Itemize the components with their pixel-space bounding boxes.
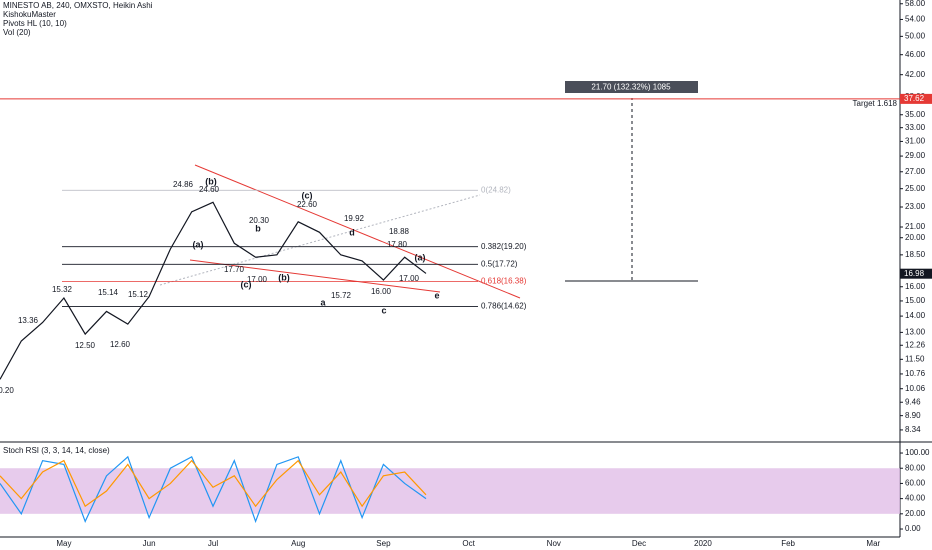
y-tick-label: 21.00 — [905, 222, 926, 231]
target-label: Target 1.618 — [853, 99, 898, 108]
y-tick-label: 54.00 — [905, 15, 926, 24]
annotation: 17.80 — [387, 240, 408, 249]
y-tick-label: 23.00 — [905, 202, 926, 211]
annotation: 24.86 — [173, 180, 194, 189]
target-price-box — [900, 93, 932, 104]
y-tick-label: 35.00 — [905, 110, 926, 119]
x-tick-label: 2020 — [694, 539, 712, 548]
annotation: (a) — [193, 239, 204, 249]
annotation: 24.60 — [199, 185, 220, 194]
target-price: 37.62 — [904, 94, 925, 103]
x-tick-label: Sep — [376, 539, 391, 548]
annotation: 15.12 — [128, 290, 149, 299]
y-tick-label: 58.00 — [905, 0, 926, 8]
x-tick-label: Feb — [781, 539, 795, 548]
fib-label: 0.382(19.20) — [481, 242, 527, 251]
indicator-label: Pivots HL (10, 10) — [3, 19, 67, 28]
annotation: 12.50 — [75, 341, 96, 350]
y-tick-label: 8.34 — [905, 425, 921, 434]
annotation: d — [349, 227, 355, 237]
y-tick-label: 14.00 — [905, 311, 926, 320]
fib-label: 0.618(16.38) — [481, 277, 527, 286]
annotation: 19.92 — [344, 214, 365, 223]
fib-label: 0.5(17.72) — [481, 259, 518, 268]
y-tick-label: 42.00 — [905, 70, 926, 79]
y-tick-label: 60.00 — [905, 479, 926, 488]
annotation: e — [434, 290, 439, 300]
x-tick-label: Oct — [462, 539, 475, 548]
y-tick-label: 29.00 — [905, 151, 926, 160]
y-tick-label: 100.00 — [905, 448, 930, 457]
x-tick-label: Mar — [866, 539, 880, 548]
y-tick-label: 10.76 — [905, 369, 926, 378]
y-tick-label: 50.00 — [905, 31, 926, 40]
last-price-box — [900, 268, 932, 279]
indicator-label: KishokuMaster — [3, 10, 56, 19]
trend-line — [159, 194, 481, 286]
annotation: a — [320, 297, 326, 307]
x-tick-label: Jun — [143, 539, 156, 548]
annotation: (b) — [205, 176, 217, 186]
annotation: 13.36 — [18, 316, 39, 325]
annotation: 17.00 — [247, 275, 268, 284]
y-tick-label: 25.00 — [905, 184, 926, 193]
annotation: 17.00 — [399, 274, 420, 283]
annotation: 20.30 — [249, 216, 270, 225]
last-price: 16.98 — [904, 269, 925, 278]
y-tick-label: 9.46 — [905, 397, 921, 406]
fib-label: 0.786(14.62) — [481, 302, 527, 311]
annotation: 18.88 — [389, 227, 410, 236]
annotation: 0.20 — [0, 386, 14, 395]
annotation: 15.72 — [331, 291, 352, 300]
y-tick-label: 18.50 — [905, 250, 926, 259]
fib-label: 0(24.82) — [481, 185, 511, 194]
y-tick-label: 10.06 — [905, 384, 926, 393]
stoch-band — [0, 468, 900, 514]
x-tick-label: Aug — [291, 539, 305, 548]
y-tick-label: 12.26 — [905, 340, 926, 349]
y-tick-label: 8.90 — [905, 411, 921, 420]
annotation: c — [381, 305, 386, 315]
y-tick-label: 20.00 — [905, 233, 926, 242]
series-line — [0, 455, 427, 524]
indicator-label: Vol (20) — [3, 28, 31, 37]
x-tick-label: May — [56, 539, 71, 548]
annotation: 16.00 — [371, 287, 392, 296]
annotation: 22.60 — [297, 200, 318, 209]
measure-label: 21.70 (132.32%) 1085 — [591, 83, 671, 92]
y-tick-label: 80.00 — [905, 463, 926, 472]
annotation: (b) — [278, 272, 290, 282]
chart-title: MINESTO AB, 240, OMXSTO, Heikin Ashi — [3, 1, 153, 10]
annotation: (c) — [241, 279, 252, 289]
x-tick-label: Dec — [632, 539, 646, 548]
y-tick-label: 40.00 — [905, 494, 926, 503]
annotation: 12.60 — [110, 340, 131, 349]
y-tick-label: 33.00 — [905, 123, 926, 132]
y-tick-label: 0.00 — [905, 524, 921, 533]
annotation: b — [255, 223, 261, 233]
y-tick-label: 15.00 — [905, 296, 926, 305]
series-line — [0, 201, 427, 380]
trend-line — [194, 164, 521, 299]
annotation: (c) — [302, 190, 313, 200]
y-tick-label: 13.00 — [905, 327, 926, 336]
x-tick-label: Nov — [547, 539, 561, 548]
y-tick-label: 11.50 — [905, 354, 925, 363]
annotation: 15.32 — [52, 285, 73, 294]
y-tick-label: 27.00 — [905, 167, 926, 176]
measure-box — [565, 81, 698, 93]
annotation: (a) — [415, 252, 426, 262]
y-tick-label: 20.00 — [905, 509, 926, 518]
annotation: 15.14 — [98, 288, 119, 297]
y-tick-label: 46.00 — [905, 50, 926, 59]
indicator-label: Stoch RSI (3, 3, 14, 14, close) — [3, 446, 110, 455]
trend-line — [189, 259, 441, 293]
annotation: 17.70 — [224, 265, 245, 274]
y-tick-label: 16.00 — [905, 282, 926, 291]
x-tick-label: Jul — [208, 539, 218, 548]
y-tick-label: 31.00 — [905, 137, 926, 146]
series-line — [0, 459, 427, 508]
